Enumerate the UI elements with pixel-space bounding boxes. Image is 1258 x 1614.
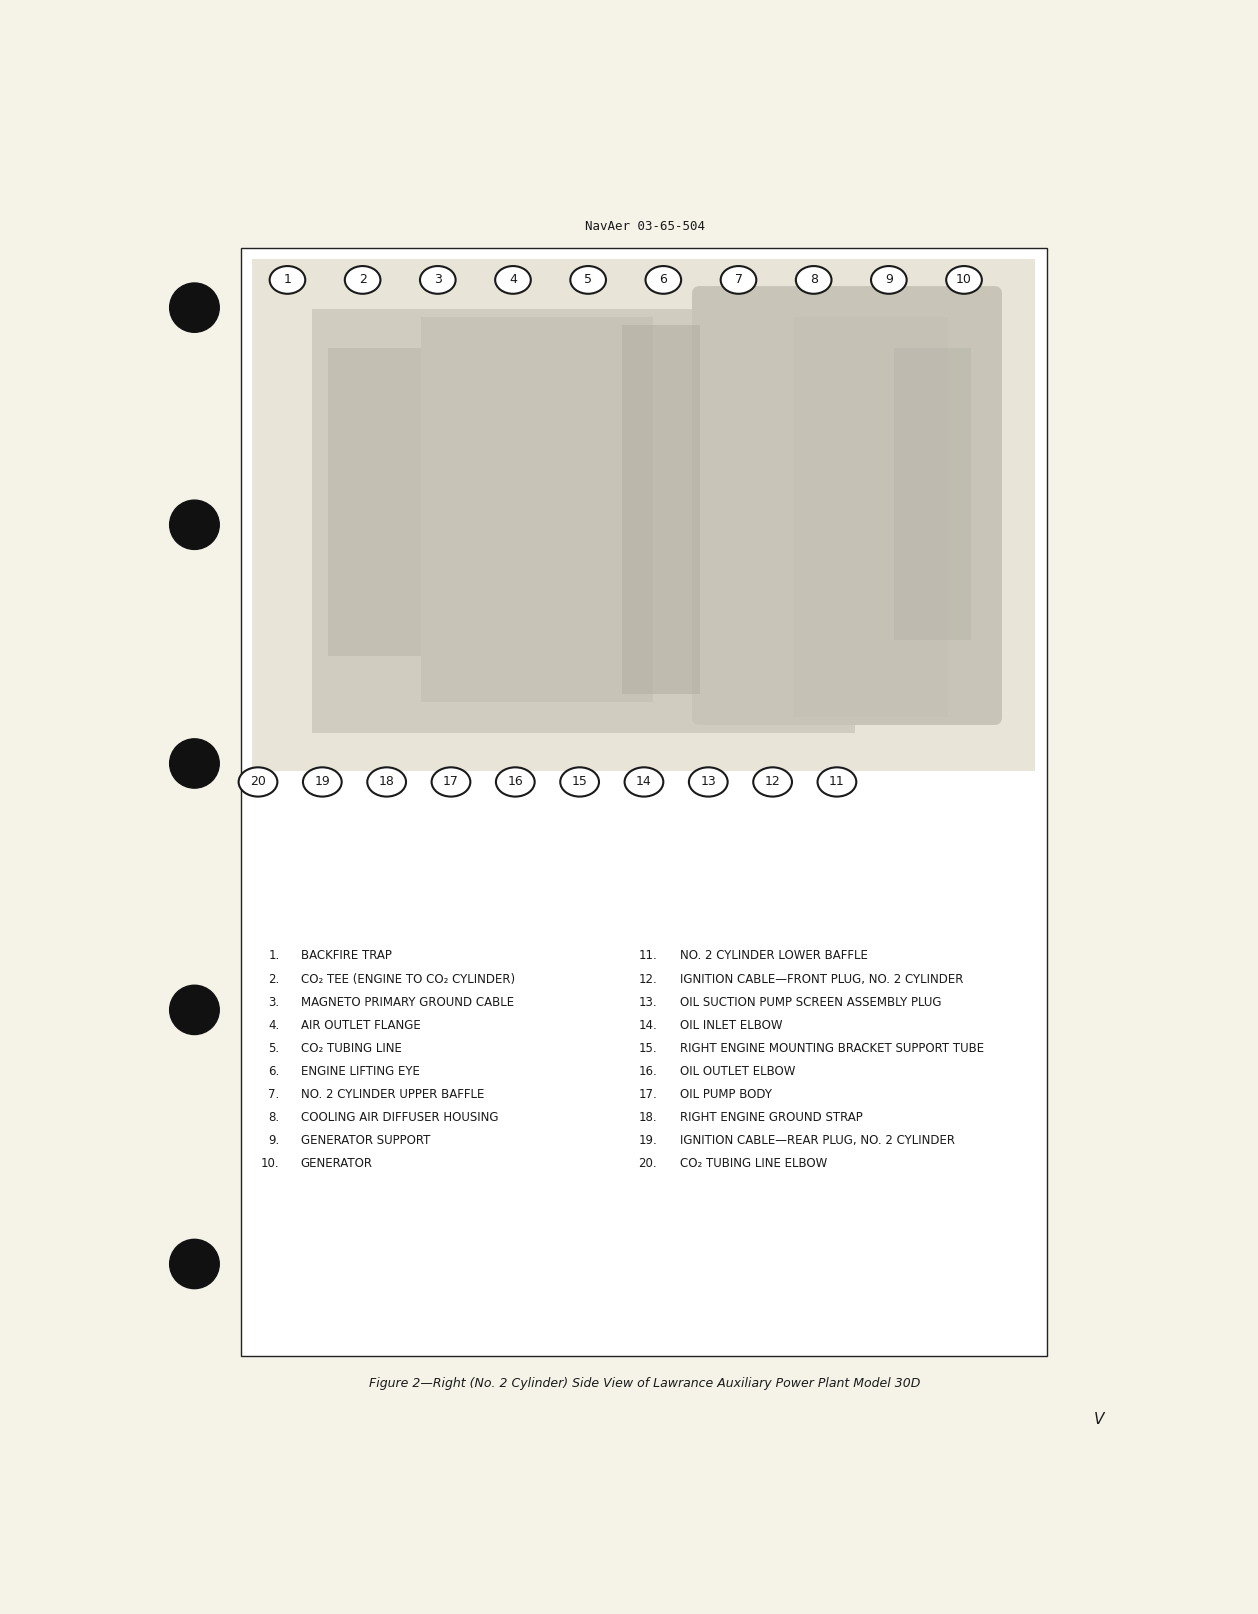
Text: Figure 2—Right (No. 2 Cylinder) Side View of Lawrance Auxiliary Power Plant Mode: Figure 2—Right (No. 2 Cylinder) Side Vie…	[369, 1377, 921, 1390]
Text: 10: 10	[956, 273, 972, 286]
Text: CO₂ TUBING LINE ELBOW: CO₂ TUBING LINE ELBOW	[681, 1157, 828, 1170]
Text: 14: 14	[637, 775, 652, 789]
Circle shape	[170, 282, 219, 332]
Text: OIL OUTLET ELBOW: OIL OUTLET ELBOW	[681, 1065, 796, 1078]
Text: 16.: 16.	[638, 1065, 657, 1078]
Text: 15: 15	[571, 775, 587, 789]
Text: 12: 12	[765, 775, 780, 789]
Circle shape	[170, 739, 219, 788]
Text: 11.: 11.	[638, 949, 657, 962]
Ellipse shape	[420, 266, 455, 294]
Text: 17.: 17.	[638, 1088, 657, 1101]
Text: GENERATOR SUPPORT: GENERATOR SUPPORT	[301, 1135, 430, 1148]
Ellipse shape	[624, 767, 663, 797]
Text: 3: 3	[434, 273, 442, 286]
Text: 1.: 1.	[268, 949, 279, 962]
Ellipse shape	[754, 767, 793, 797]
Ellipse shape	[303, 767, 342, 797]
Bar	[312, 310, 854, 733]
Text: CO₂ TUBING LINE: CO₂ TUBING LINE	[301, 1043, 401, 1056]
Ellipse shape	[496, 266, 531, 294]
Ellipse shape	[721, 266, 756, 294]
Text: 9.: 9.	[268, 1135, 279, 1148]
Text: V: V	[1093, 1412, 1105, 1427]
Text: BACKFIRE TRAP: BACKFIRE TRAP	[301, 949, 391, 962]
Text: 20.: 20.	[639, 1157, 657, 1170]
Text: NO. 2 CYLINDER UPPER BAFFLE: NO. 2 CYLINDER UPPER BAFFLE	[301, 1088, 484, 1101]
Bar	[793, 316, 947, 717]
Ellipse shape	[367, 767, 406, 797]
Ellipse shape	[871, 266, 907, 294]
Text: 15.: 15.	[639, 1043, 657, 1056]
Circle shape	[170, 985, 219, 1035]
Text: OIL PUMP BODY: OIL PUMP BODY	[681, 1088, 772, 1101]
Ellipse shape	[689, 767, 727, 797]
Text: 4.: 4.	[268, 1018, 279, 1031]
Text: COOLING AIR DIFFUSER HOUSING: COOLING AIR DIFFUSER HOUSING	[301, 1110, 498, 1125]
Text: 7.: 7.	[268, 1088, 279, 1101]
Text: 17: 17	[443, 775, 459, 789]
Text: 11: 11	[829, 775, 845, 789]
Ellipse shape	[239, 767, 277, 797]
FancyBboxPatch shape	[692, 286, 1003, 725]
Text: 7: 7	[735, 273, 742, 286]
Text: 12.: 12.	[638, 973, 657, 986]
Text: IGNITION CABLE—FRONT PLUG, NO. 2 CYLINDER: IGNITION CABLE—FRONT PLUG, NO. 2 CYLINDE…	[681, 973, 964, 986]
Text: GENERATOR: GENERATOR	[301, 1157, 372, 1170]
Bar	[328, 347, 420, 655]
Ellipse shape	[570, 266, 606, 294]
Text: NavAer 03-65-504: NavAer 03-65-504	[585, 220, 704, 234]
Bar	[420, 316, 653, 702]
Bar	[893, 347, 971, 641]
Text: 4: 4	[509, 273, 517, 286]
Ellipse shape	[645, 266, 681, 294]
Bar	[623, 324, 699, 694]
Text: RIGHT ENGINE GROUND STRAP: RIGHT ENGINE GROUND STRAP	[681, 1110, 863, 1125]
Text: 19.: 19.	[638, 1135, 657, 1148]
Text: NO. 2 CYLINDER LOWER BAFFLE: NO. 2 CYLINDER LOWER BAFFLE	[681, 949, 868, 962]
Ellipse shape	[496, 767, 535, 797]
Ellipse shape	[560, 767, 599, 797]
Text: RIGHT ENGINE MOUNTING BRACKET SUPPORT TUBE: RIGHT ENGINE MOUNTING BRACKET SUPPORT TU…	[681, 1043, 985, 1056]
Text: 20: 20	[250, 775, 265, 789]
Text: 6: 6	[659, 273, 667, 286]
Text: OIL SUCTION PUMP SCREEN ASSEMBLY PLUG: OIL SUCTION PUMP SCREEN ASSEMBLY PLUG	[681, 996, 942, 1009]
Ellipse shape	[818, 767, 857, 797]
Text: 3.: 3.	[268, 996, 279, 1009]
Ellipse shape	[269, 266, 306, 294]
Text: 5: 5	[584, 273, 593, 286]
Text: IGNITION CABLE—REAR PLUG, NO. 2 CYLINDER: IGNITION CABLE—REAR PLUG, NO. 2 CYLINDER	[681, 1135, 955, 1148]
Ellipse shape	[345, 266, 380, 294]
Text: 19: 19	[314, 775, 330, 789]
Text: 18: 18	[379, 775, 395, 789]
Ellipse shape	[796, 266, 832, 294]
Text: 6.: 6.	[268, 1065, 279, 1078]
Text: 2: 2	[359, 273, 366, 286]
Circle shape	[170, 1240, 219, 1288]
Text: 8: 8	[810, 273, 818, 286]
Text: OIL INLET ELBOW: OIL INLET ELBOW	[681, 1018, 782, 1031]
Ellipse shape	[431, 767, 470, 797]
Text: CO₂ TEE (ENGINE TO CO₂ CYLINDER): CO₂ TEE (ENGINE TO CO₂ CYLINDER)	[301, 973, 515, 986]
Text: ENGINE LIFTING EYE: ENGINE LIFTING EYE	[301, 1065, 419, 1078]
Text: 13: 13	[701, 775, 716, 789]
Text: 8.: 8.	[268, 1110, 279, 1125]
Text: 14.: 14.	[638, 1018, 657, 1031]
Text: 18.: 18.	[639, 1110, 657, 1125]
Text: 16: 16	[507, 775, 523, 789]
Text: 5.: 5.	[268, 1043, 279, 1056]
Bar	[252, 260, 1034, 771]
Circle shape	[170, 500, 219, 549]
Text: 2.: 2.	[268, 973, 279, 986]
Text: 10.: 10.	[262, 1157, 279, 1170]
Text: 13.: 13.	[639, 996, 657, 1009]
Text: 1: 1	[283, 273, 292, 286]
Text: AIR OUTLET FLANGE: AIR OUTLET FLANGE	[301, 1018, 420, 1031]
Ellipse shape	[946, 266, 981, 294]
Bar	[242, 247, 1047, 1356]
Text: MAGNETO PRIMARY GROUND CABLE: MAGNETO PRIMARY GROUND CABLE	[301, 996, 513, 1009]
Text: 9: 9	[884, 273, 893, 286]
